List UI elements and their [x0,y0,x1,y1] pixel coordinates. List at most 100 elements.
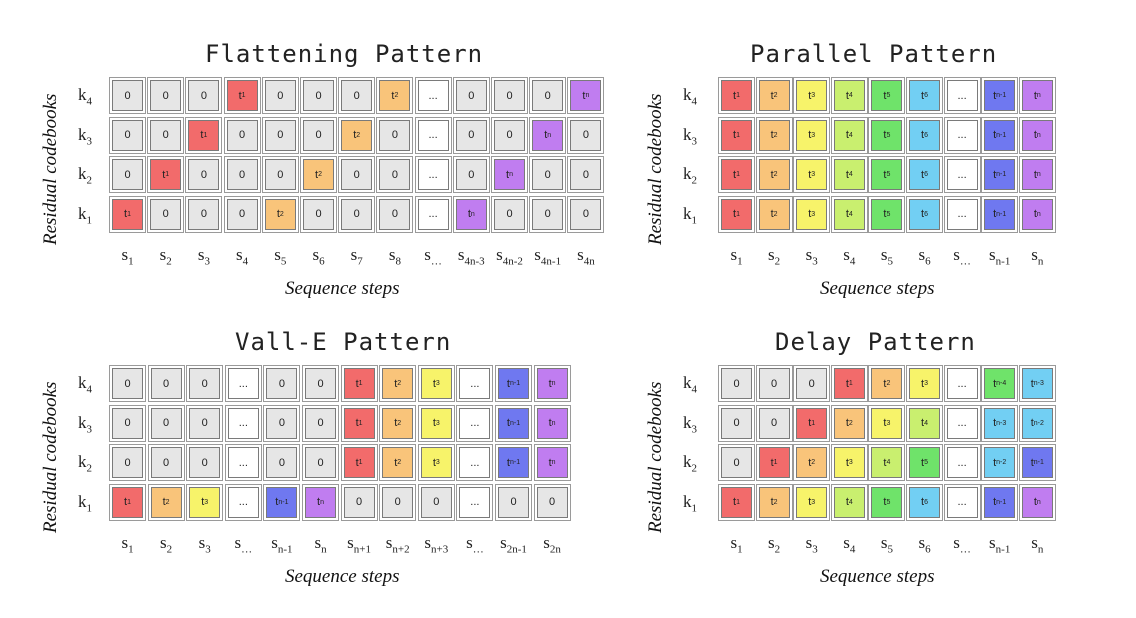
codebook-label-k1: k1 [78,491,92,514]
token-cell: ... [414,77,452,114]
flattening-panel: Flattening Pattern Residual codebooks k4 0 0… [40,40,605,330]
token-cell: ... [943,404,981,442]
token-cell: 0 [147,404,185,442]
token-cell: t n-1 [981,156,1019,193]
step-label: sn [1031,533,1044,556]
token-cell: 0 [376,116,414,154]
token-cell: t n-2 [1018,404,1056,442]
y-axis-label: Residual codebooks [645,93,666,245]
token-cell: 0 [491,116,528,154]
step-label: s2n-1 [500,533,527,556]
parallel-panel: Parallel Pattern Residual codebooks k4 t 1 t 2… [645,40,1136,330]
delay-panel: Delay Pattern Residual codebooks k4 0 0 0 t 1 t 2… [645,328,1136,618]
token-cell: 0 [567,116,605,154]
token-cell: ... [414,156,452,193]
token-cell: t n-1 [495,365,532,402]
step-label: sn [1031,245,1044,268]
codebook-label-k1: k1 [78,203,92,226]
token-cell: 0 [338,195,376,233]
token-cell: 0 [109,404,146,442]
token-cell: 0 [755,404,793,442]
token-cell: ... [224,404,262,442]
codebook-label-k1: k1 [683,203,697,226]
token-cell: 0 [491,77,528,114]
panel-title: Vall-E Pattern [235,328,452,356]
step-label: s4 [843,245,856,268]
codebook-label-k2: k2 [683,452,697,475]
step-label: sn [314,533,327,556]
token-cell: t n-1 [981,483,1019,521]
token-cell: 0 [147,365,185,402]
step-label: s3 [805,533,818,556]
token-cell: 0 [300,116,337,154]
token-cell: 0 [302,444,339,481]
token-cell: 0 [186,404,224,442]
step-label: sn+1 [347,533,372,556]
step-label: s2 [768,245,781,268]
token-cell: 0 [529,195,567,233]
step-label: s… [424,245,442,268]
token-cell: 0 [109,444,146,481]
token-cell: 0 [147,77,185,114]
token-cell: ... [456,483,494,521]
token-cell: 0 [302,365,339,402]
codebook-label-k2: k2 [78,164,92,187]
step-label: s1 [121,533,134,556]
token-cell: ... [224,365,262,402]
token-cell: 0 [718,404,755,442]
token-cell: 0 [147,116,185,154]
step-label: sn+2 [385,533,410,556]
token-cell: 0 [495,483,532,521]
token-cell: t n-4 [981,365,1019,402]
codebook-label-k4: k4 [78,373,92,396]
token-cell: 0 [185,77,223,114]
step-label: sn+3 [424,533,449,556]
step-label: s3 [198,533,211,556]
token-cell: 0 [109,365,146,402]
token-cell: 0 [376,195,414,233]
codebook-label-k1: k1 [683,491,697,514]
codebook-label-k2: k2 [683,164,697,187]
step-label: s1 [730,533,743,556]
y-axis-label: Residual codebooks [40,93,61,245]
step-label: s3 [197,245,210,268]
token-cell: 0 [452,156,490,193]
token-cell: t n-3 [1018,365,1056,402]
token-cell: t n-1 [981,116,1019,154]
y-axis-label: Residual codebooks [40,381,61,533]
token-cell: ... [414,195,452,233]
token-cell: t n-1 [263,483,301,521]
step-label: s2 [160,533,173,556]
codebook-label-k3: k3 [78,412,92,435]
